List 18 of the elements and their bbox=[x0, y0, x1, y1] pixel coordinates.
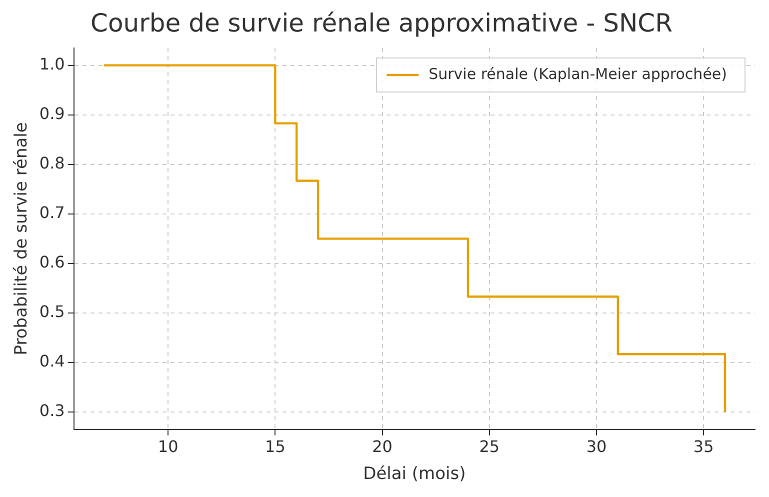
x-tick-label: 20 bbox=[372, 437, 392, 456]
chart-title: Courbe de survie rénale approximative - SNCR bbox=[90, 8, 672, 38]
y-tick-label: 0.9 bbox=[39, 104, 65, 124]
y-tick-label: 0.5 bbox=[39, 302, 65, 322]
x-tick-label: 35 bbox=[693, 437, 714, 456]
y-tick-label: 0.8 bbox=[39, 154, 65, 173]
y-tick-label: 0.6 bbox=[39, 252, 65, 272]
x-axis-title: Délai (mois) bbox=[363, 464, 466, 484]
x-tick-label: 30 bbox=[586, 437, 607, 456]
y-axis-title: Probabilité de survie rénale bbox=[12, 122, 32, 356]
x-tick-label: 25 bbox=[479, 437, 500, 456]
y-tick-label: 0.3 bbox=[39, 401, 65, 420]
y-tick-label: 1.0 bbox=[39, 54, 65, 74]
x-tick-label: 10 bbox=[158, 437, 178, 456]
y-tick-label: 0.7 bbox=[39, 203, 65, 222]
legend-label: Survie rénale (Kaplan-Meier approchée) bbox=[428, 64, 728, 83]
y-tick-label: 0.4 bbox=[39, 352, 65, 371]
x-tick-label: 15 bbox=[265, 437, 286, 456]
